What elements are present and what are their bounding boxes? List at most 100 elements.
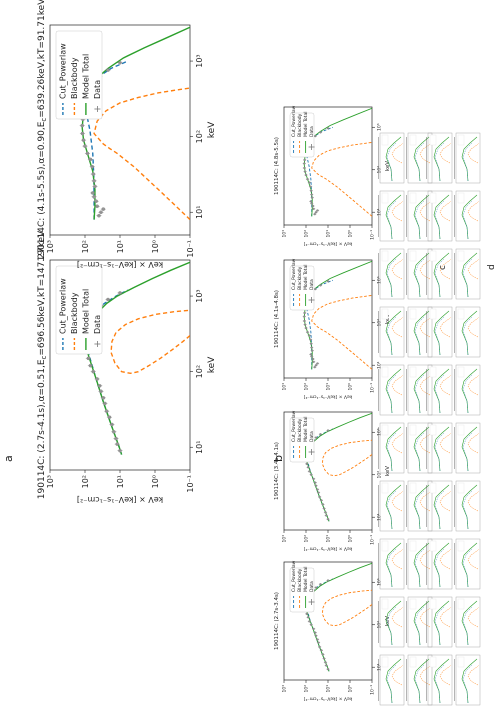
thumbnail-chart [378,538,405,590]
chart-title: 190114C: (4.1s-5.5s),α=0.90,Ec=639.26keV… [37,0,48,261]
legend-label: Model Total [303,265,309,290]
thumb-legend [381,482,389,494]
thumbnail-chart [454,248,481,300]
thumb-frame [407,596,433,648]
y-tick-label: 10⁰ [151,475,160,488]
thumb-legend [429,366,437,378]
thumb-bb [419,606,432,628]
thumbnail-chart [378,306,405,358]
chart-title: 190114C: (2.7s-3.4s) [274,592,280,650]
title-rest: =696.56keV,kT=147.27keV [37,230,47,356]
thumbnail-chart [406,538,433,590]
y-tick-label: 10³ [282,230,288,238]
thumb-frame [407,538,433,590]
y-tick-label: 10¹ [116,240,125,253]
thumbnail-chart [406,248,433,300]
legend-box [289,417,315,463]
thumb-legend [457,192,465,204]
y-tick-label: 10⁰ [151,240,160,253]
thumb-total [461,136,478,182]
thumb-total [413,252,430,298]
thumb-bb [419,200,432,222]
y-tick-label: 10¹ [326,230,332,238]
thumb-total [385,368,402,414]
thumb-bb [391,142,404,164]
thumbnail-chart [378,480,405,532]
thumb-frame [455,538,481,590]
thumb-legend [457,482,465,494]
thumb-frame [427,132,453,184]
thumbnail-chart [406,132,433,184]
thumbnail-chart [378,132,405,184]
thumbnail-chart [454,190,481,242]
thumb-cpl [434,258,445,298]
thumb-frame [455,654,481,706]
y-tick-label: 10³ [282,535,288,543]
thumb-total [385,136,402,182]
thumb-frame [455,480,481,532]
thumb-cpl [414,432,425,472]
thumb-bb [391,548,404,570]
thumb-bb [467,374,480,396]
thumbnail-chart [378,422,405,474]
y-tick-label: 10³ [282,685,288,693]
legend-label: Blackbody [70,57,79,99]
series-line-cut-powerlaw [85,289,129,455]
x-tick-label: 10¹ [377,208,383,216]
thumb-cpl [414,664,425,704]
thumb-bb [391,432,404,454]
thumbnail-chart [378,190,405,242]
y-tick-label: 10⁻¹ [370,535,376,545]
y-axis-label: keV × [keV⁻¹s⁻¹cm⁻²] [304,696,353,702]
thumb-total [433,368,450,414]
thumb-cpl [462,548,473,588]
thumb-total [433,310,450,356]
thumb-legend [409,656,417,668]
x-tick-label: 10¹ [377,361,383,369]
thumb-legend [409,366,417,378]
thumb-bb [391,200,404,222]
legend-label: Cut_Powerlaw [291,105,297,137]
legend-label: Data [93,80,102,99]
thumb-legend [381,656,389,668]
thumb-cpl [386,200,397,240]
thumb-legend [381,308,389,320]
thumbnail-chart [454,132,481,184]
thumbnail-chart [406,654,433,706]
chart-panel-b-2: 10¹ 10² 10³ 10⁻¹ 10⁰ 10¹ 10² 10³ keV keV × [keV⁻¹… [274,410,391,551]
x-axis-label: keV [207,356,217,373]
thumb-bb [419,432,432,454]
y-tick-label: 10¹ [116,475,125,488]
legend-label: Blackbody [70,292,79,334]
thumb-bb [467,258,480,280]
thumb-total [385,426,402,472]
thumb-cpl [434,664,445,704]
thumb-frame [427,248,453,300]
thumb-total [385,484,402,530]
series-line-blackbody [311,294,372,370]
legend-label: Blackbody [297,266,303,290]
thumb-legend [409,134,417,146]
thumb-cpl [434,142,445,182]
thumb-total [413,310,430,356]
thumb-legend [381,598,389,610]
thumbnail-chart [378,364,405,416]
x-tick-label: 10² [377,319,383,327]
thumbnail-chart [406,480,433,532]
thumb-legend [429,192,437,204]
thumb-legend [457,656,465,668]
thumb-cpl [462,374,473,414]
series-line-blackbody [93,87,190,221]
thumb-cpl [434,200,445,240]
thumb-bb [467,664,480,686]
legend-label: Model Total [303,567,309,592]
x-tick-label: 10³ [195,54,204,67]
thumb-frame [455,364,481,416]
x-tick-label: 10² [377,621,383,629]
thumb-total [385,194,402,240]
thumbnail-chart [378,654,405,706]
thumb-frame [379,596,405,648]
thumb-bb [439,606,452,628]
thumb-total [461,600,478,646]
